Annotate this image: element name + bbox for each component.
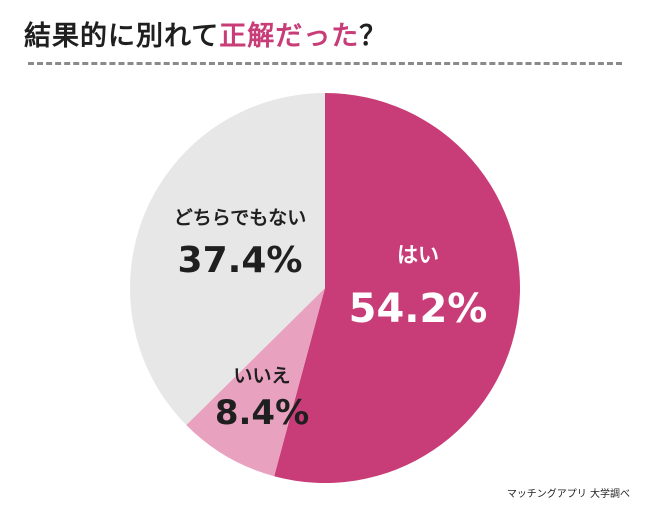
- pie-slice-3: [129, 92, 325, 426]
- slice-label-2: いいえ: [233, 365, 290, 387]
- title-suffix: ？: [359, 21, 388, 52]
- slice-label-3: どちらでもない: [174, 207, 306, 229]
- pie-slice-2: [186, 288, 325, 477]
- slice-value-1: 54.2%: [349, 286, 488, 332]
- slice-value-2: 8.4%: [215, 393, 309, 433]
- page-title: 結果的に別れて正解だった？: [24, 14, 387, 53]
- title-highlight: 正解だった: [219, 21, 360, 52]
- pie-slice-1: [274, 93, 521, 484]
- slice-label-1: はい: [397, 243, 439, 267]
- title-prefix: 結果的に別れて: [24, 21, 220, 52]
- title-divider: [28, 62, 622, 65]
- source-note: マッチングアプリ 大学調べ: [506, 489, 630, 500]
- slice-value-3: 37.4%: [178, 240, 303, 281]
